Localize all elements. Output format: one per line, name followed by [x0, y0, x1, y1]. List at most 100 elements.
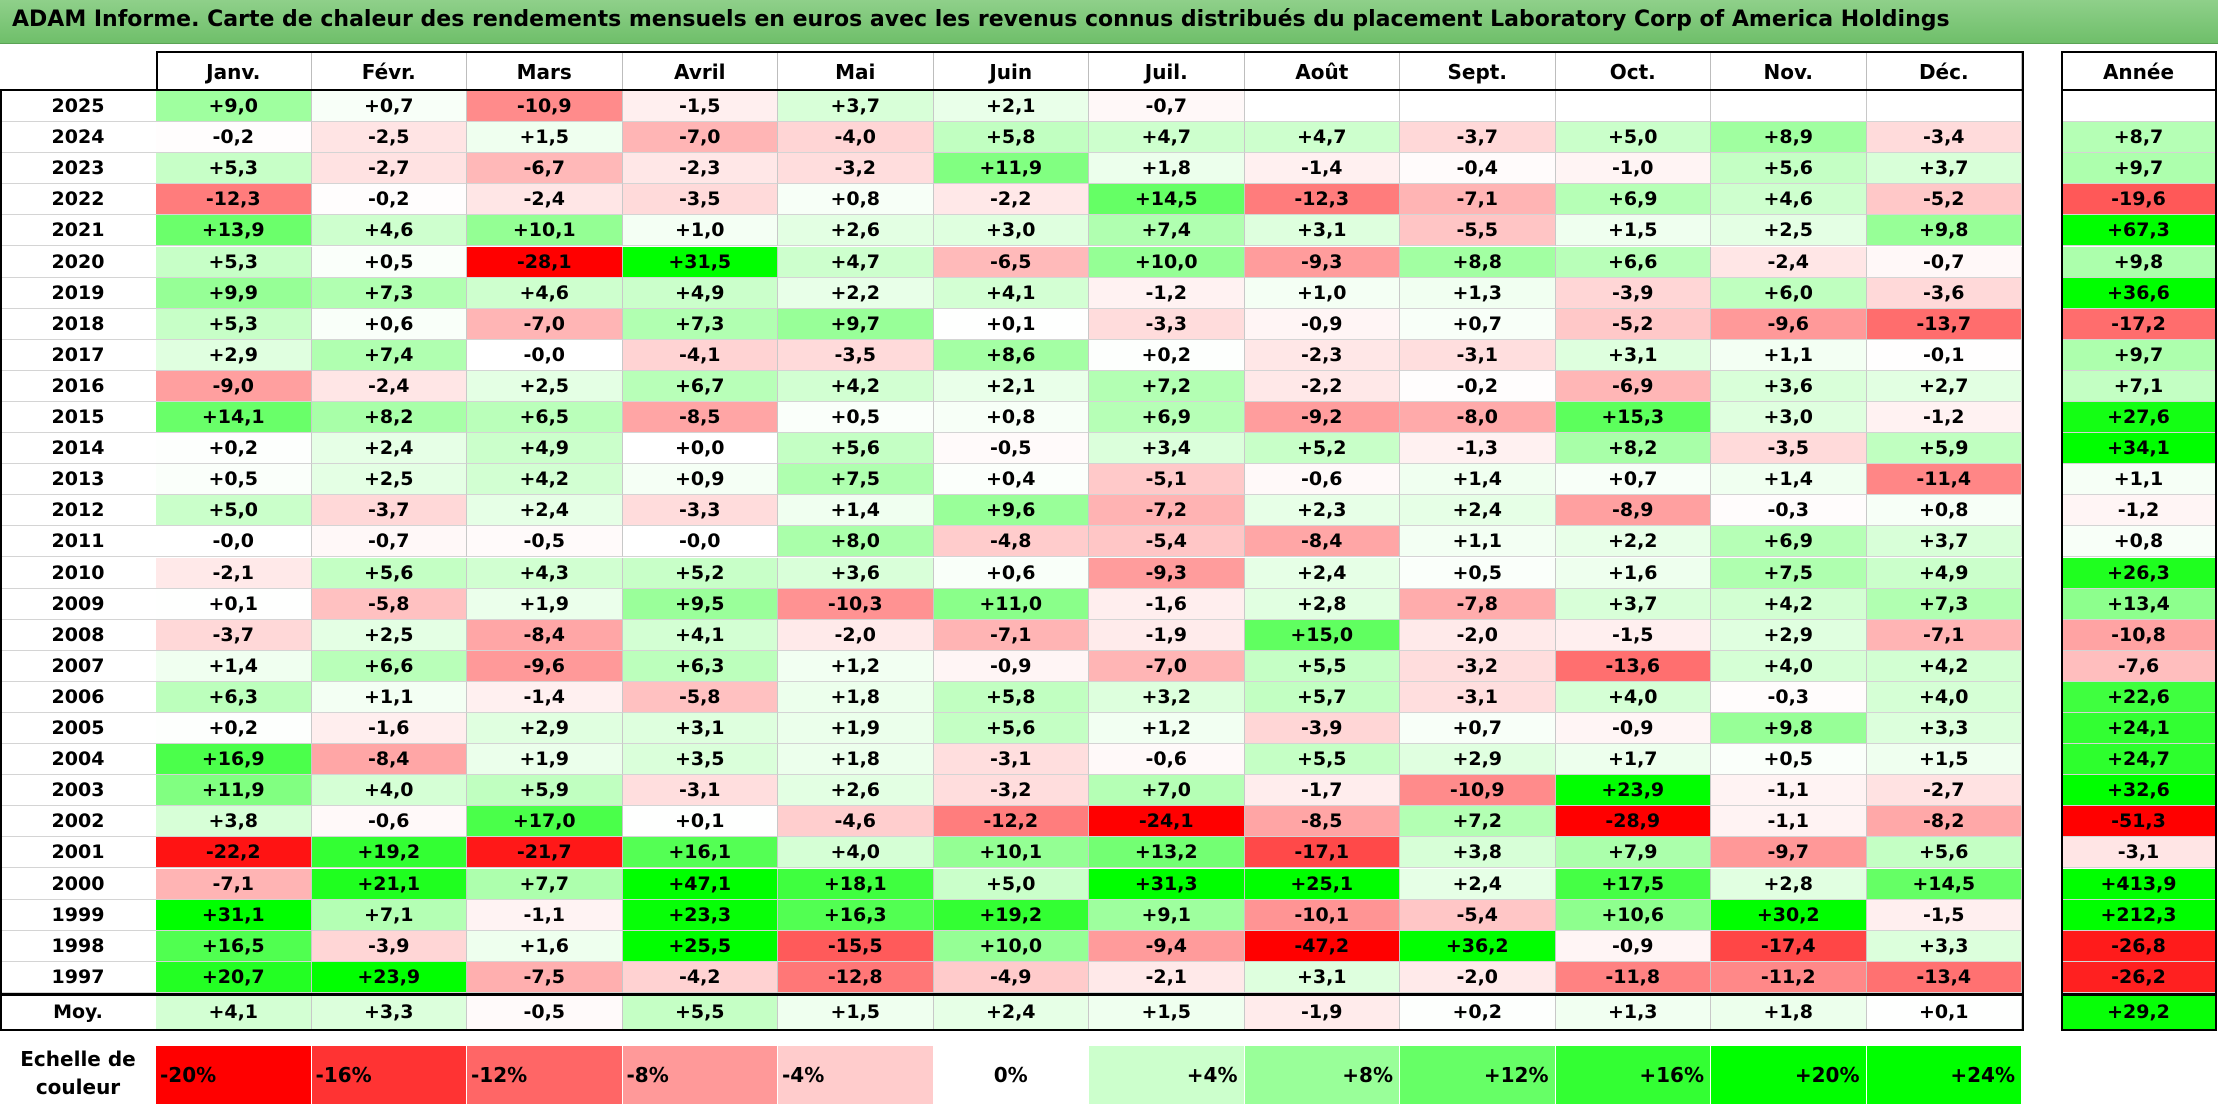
annual-cell: +413,9 [2062, 868, 2216, 900]
heatmap-cell: +3,1 [1555, 339, 1711, 371]
heatmap-cell: +7,7 [467, 868, 623, 900]
heatmap-cell: +6,0 [1711, 277, 1867, 309]
heatmap-cell: +8,2 [1555, 433, 1711, 465]
heatmap-cell: -7,1 [933, 619, 1089, 651]
heatmap-cell: -0,7 [1866, 246, 2022, 278]
heatmap-cell: -7,1 [1866, 619, 2022, 651]
heatmap-cell: -1,5 [622, 91, 778, 123]
heatmap-cell: +2,6 [778, 775, 934, 807]
month-header: Août [1244, 53, 1400, 91]
heatmap-cell: +11,0 [933, 588, 1089, 620]
heatmap-cell: +5,9 [467, 775, 623, 807]
heatmap-cell: +2,4 [467, 495, 623, 527]
heatmap-cell: +3,0 [1711, 402, 1867, 434]
heatmap-cell: +3,1 [1244, 215, 1400, 247]
heatmap-cell: -12,3 [156, 184, 312, 216]
heatmap-cell: +2,8 [1244, 588, 1400, 620]
heatmap-cell: +8,6 [933, 339, 1089, 371]
heatmap-cell: +5,5 [1244, 650, 1400, 682]
heatmap-cell: -0,9 [933, 650, 1089, 682]
heatmap-cell: +5,2 [622, 557, 778, 589]
heatmap-cell: +3,6 [778, 557, 934, 589]
heatmap-cell: -8,2 [1866, 806, 2022, 838]
heatmap-cell: -9,7 [1711, 837, 1867, 869]
annual-cell: +1,1 [2062, 464, 2216, 496]
annual-cell: +9,7 [2062, 339, 2216, 371]
heatmap-cell: -11,2 [1711, 961, 1867, 993]
month-header: Juin [933, 53, 1089, 91]
heatmap-cell: -13,4 [1866, 961, 2022, 993]
heatmap-cell: -1,2 [1866, 402, 2022, 434]
heatmap-cell: +4,0 [1711, 650, 1867, 682]
year-label: 2009 [0, 588, 156, 620]
heatmap-cell: -1,1 [1711, 806, 1867, 838]
heatmap-cell [1400, 91, 1556, 123]
heatmap-cell: -9,0 [156, 370, 312, 402]
heatmap-cell: +30,2 [1711, 899, 1867, 931]
heatmap-cell: +4,7 [778, 246, 934, 278]
heatmap-cell: +2,1 [933, 91, 1089, 123]
heatmap-cell: -3,7 [156, 619, 312, 651]
heatmap-cell: +3,1 [1244, 961, 1400, 993]
heatmap-cell: +1,2 [1089, 713, 1245, 745]
heatmap-cell: -1,1 [1711, 775, 1867, 807]
heatmap-cell: +31,5 [622, 246, 778, 278]
heatmap-cell: -0,0 [467, 339, 623, 371]
year-label: 2001 [0, 837, 156, 869]
heatmap-cell: +3,8 [1400, 837, 1556, 869]
heatmap-cell: -0,0 [622, 526, 778, 558]
heatmap-cell: +23,3 [622, 899, 778, 931]
year-label: 2022 [0, 184, 156, 216]
heatmap-cell: -5,2 [1866, 184, 2022, 216]
heatmap-cell: -0,2 [1400, 370, 1556, 402]
heatmap-cell: -8,5 [622, 402, 778, 434]
heatmap-cell: +7,3 [622, 308, 778, 340]
heatmap-cell: -3,1 [933, 744, 1089, 776]
heatmap-cell: -1,4 [1244, 153, 1400, 185]
heatmap-cell: +1,8 [778, 744, 934, 776]
heatmap-cell: -8,4 [311, 744, 467, 776]
heatmap-cell: -3,3 [1089, 308, 1245, 340]
heatmap-cell: +6,9 [1089, 402, 1245, 434]
heatmap-cell: -1,5 [1866, 899, 2022, 931]
heatmap-cell: -6,5 [933, 246, 1089, 278]
heatmap-cell: -2,3 [1244, 339, 1400, 371]
annual-cell: -3,1 [2062, 837, 2216, 869]
month-header: Nov. [1711, 53, 1867, 91]
heatmap-cell: +2,4 [1400, 868, 1556, 900]
heatmap-cell: +0,7 [1555, 464, 1711, 496]
heatmap-cell: +3,1 [622, 713, 778, 745]
heatmap-cell: +1,4 [778, 495, 934, 527]
heatmap-cell: -3,2 [778, 153, 934, 185]
heatmap-cell: +5,3 [156, 246, 312, 278]
heatmap-cell: +0,8 [778, 184, 934, 216]
heatmap-cell: +1,5 [467, 122, 623, 154]
heatmap-cell: -7,2 [1089, 495, 1245, 527]
heatmap-cell: +4,6 [311, 215, 467, 247]
heatmap-cell: -3,9 [1555, 277, 1711, 309]
heatmap-cell: +20,7 [156, 961, 312, 993]
annual-cell: +7,1 [2062, 370, 2216, 402]
year-label: 2014 [0, 433, 156, 465]
year-label: 2006 [0, 681, 156, 713]
color-scale-swatch: +20% [1711, 1046, 1867, 1104]
heatmap-cell: +16,1 [622, 837, 778, 869]
heatmap-cell: +1,1 [1711, 339, 1867, 371]
heatmap-cell: +5,8 [933, 122, 1089, 154]
heatmap-cell: +5,6 [1711, 153, 1867, 185]
heatmap-cell: -3,7 [311, 495, 467, 527]
heatmap-cell: -7,1 [156, 868, 312, 900]
heatmap-cell: +14,5 [1089, 184, 1245, 216]
annual-cell: -19,6 [2062, 184, 2216, 216]
year-header-frame [2061, 51, 2217, 91]
heatmap-cell: -28,1 [467, 246, 623, 278]
average-cell: +0,1 [1866, 994, 2022, 1030]
heatmap-cell: +3,6 [1711, 370, 1867, 402]
heatmap-cell: +5,2 [1244, 433, 1400, 465]
heatmap-cell: +1,5 [1866, 744, 2022, 776]
year-label: 2013 [0, 464, 156, 496]
heatmap-cell: -1,7 [1244, 775, 1400, 807]
heatmap-cell: +6,7 [622, 370, 778, 402]
heatmap-cell: +11,9 [933, 153, 1089, 185]
heatmap-cell: -0,9 [1244, 308, 1400, 340]
